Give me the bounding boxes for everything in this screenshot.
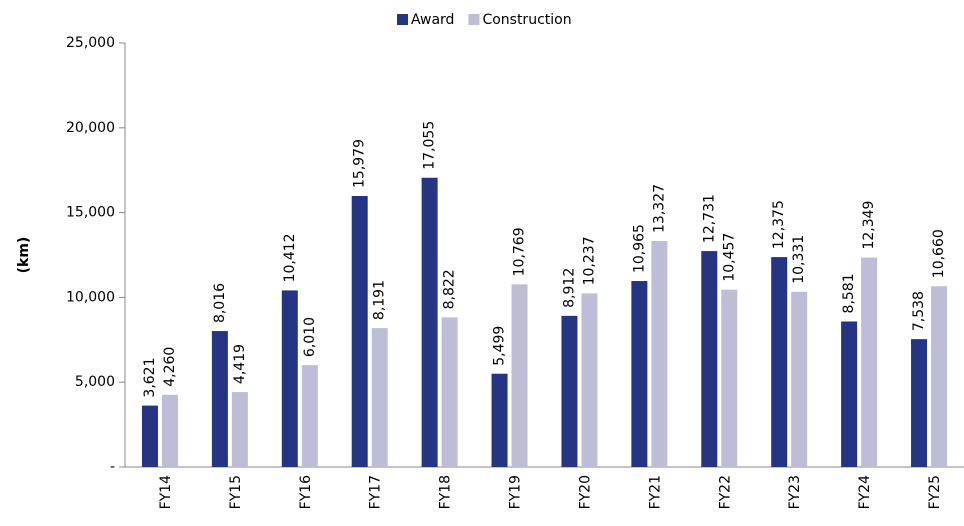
x-tick-label: FY22 bbox=[717, 475, 733, 509]
value-label: 10,660 bbox=[931, 229, 947, 278]
bar bbox=[911, 339, 928, 467]
bar bbox=[141, 405, 158, 467]
value-label: 10,331 bbox=[791, 235, 807, 284]
y-tick-label: 20,000 bbox=[66, 120, 115, 136]
bar bbox=[231, 392, 248, 467]
value-label: 8,191 bbox=[372, 280, 388, 320]
x-tick-label: FY24 bbox=[857, 475, 873, 510]
x-tick-label: FY25 bbox=[927, 475, 943, 509]
value-label: 10,457 bbox=[721, 233, 737, 282]
bar bbox=[721, 289, 738, 467]
legend-swatch bbox=[397, 14, 408, 25]
value-label: 8,581 bbox=[841, 273, 857, 313]
value-label: 5,499 bbox=[492, 326, 508, 366]
value-label: 12,375 bbox=[771, 200, 787, 249]
value-label: 4,419 bbox=[232, 344, 248, 384]
bar bbox=[161, 394, 178, 467]
value-label: 8,822 bbox=[442, 269, 458, 309]
value-label: 3,621 bbox=[142, 357, 158, 397]
bar bbox=[791, 291, 808, 467]
value-label: 13,327 bbox=[651, 184, 667, 233]
bar bbox=[561, 315, 578, 467]
value-label: 7,538 bbox=[911, 291, 927, 331]
x-tick-label: FY17 bbox=[368, 475, 384, 509]
value-label: 8,016 bbox=[212, 283, 228, 323]
x-tick-label: FY19 bbox=[508, 475, 524, 509]
bar bbox=[701, 251, 718, 467]
y-tick-label: 5,000 bbox=[75, 374, 115, 390]
y-axis-label: (km) bbox=[16, 237, 32, 274]
bar bbox=[841, 321, 858, 467]
x-tick-label: FY20 bbox=[577, 475, 593, 509]
value-label: 12,349 bbox=[861, 201, 877, 250]
value-label: 10,237 bbox=[581, 236, 597, 285]
x-tick-label: FY18 bbox=[438, 475, 454, 509]
y-tick-label: - bbox=[110, 459, 115, 475]
bar bbox=[351, 195, 368, 467]
value-label: 6,010 bbox=[302, 317, 318, 357]
value-label: 12,731 bbox=[701, 194, 717, 243]
bar bbox=[631, 281, 648, 467]
value-label: 10,965 bbox=[631, 224, 647, 273]
x-tick-label: FY21 bbox=[647, 475, 663, 509]
bar bbox=[491, 373, 508, 467]
bar bbox=[511, 284, 528, 467]
bar bbox=[441, 317, 458, 467]
x-tick-label: FY16 bbox=[298, 475, 314, 510]
value-label: 15,979 bbox=[352, 139, 368, 188]
legend-label: Construction bbox=[482, 12, 571, 28]
bar bbox=[931, 286, 948, 467]
value-label: 8,912 bbox=[561, 268, 577, 308]
bar bbox=[301, 365, 318, 467]
y-tick-label: 25,000 bbox=[66, 35, 115, 51]
bar bbox=[581, 293, 598, 467]
bar bbox=[211, 331, 228, 467]
bar bbox=[651, 240, 668, 467]
bar bbox=[371, 328, 388, 467]
value-label: 4,260 bbox=[162, 347, 178, 387]
y-tick-label: 15,000 bbox=[66, 205, 115, 221]
legend-label: Award bbox=[411, 12, 454, 28]
y-tick-label: 10,000 bbox=[66, 289, 115, 305]
x-tick-label: FY14 bbox=[158, 475, 174, 510]
bar bbox=[861, 257, 878, 467]
value-label: 10,412 bbox=[282, 233, 298, 282]
bar bbox=[421, 177, 438, 467]
legend-swatch bbox=[468, 14, 480, 25]
value-label: 10,769 bbox=[512, 227, 528, 276]
bar bbox=[771, 257, 788, 467]
x-tick-label: FY15 bbox=[228, 475, 244, 509]
x-tick-label: FY23 bbox=[787, 475, 803, 509]
bar bbox=[281, 290, 298, 467]
value-label: 17,055 bbox=[422, 121, 438, 170]
